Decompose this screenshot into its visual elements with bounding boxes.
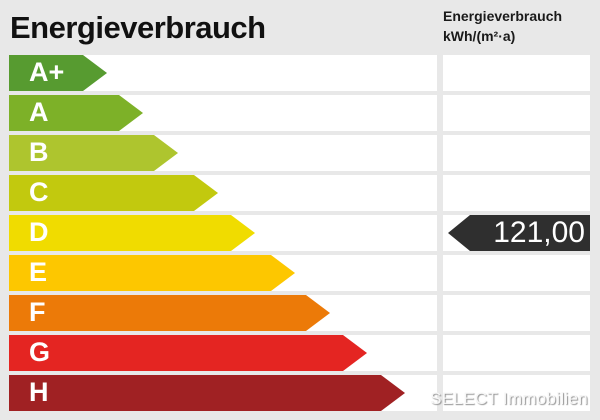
scale-row-c: C: [9, 175, 590, 211]
unit-label-line1: Energieverbrauch: [443, 8, 563, 24]
value-cell-a: [443, 95, 590, 131]
scale-cell-a: A: [9, 95, 437, 131]
scale-cell-e: E: [9, 255, 437, 291]
value-cell-f: [443, 295, 590, 331]
scale-cell-f: F: [9, 295, 437, 331]
rating-bar-e: E: [9, 255, 295, 291]
rating-bar-c: C: [9, 175, 218, 211]
scale-cell-d: D: [9, 215, 437, 251]
scale-row-a-plus: A+: [9, 55, 590, 91]
unit-label: Energieverbrauch kWh/(m²·a): [443, 6, 562, 46]
watermark: SELECT Immobilien: [430, 389, 588, 408]
scale-cell-g: G: [9, 335, 437, 371]
scale-cell-a-plus: A+: [9, 55, 437, 91]
scale-row-h: H SELECT Immobilien: [9, 375, 590, 411]
rating-bar-a: A: [9, 95, 143, 131]
scale-row-a: A: [9, 95, 590, 131]
value-cell-b: [443, 135, 590, 171]
value-cell-e: [443, 255, 590, 291]
scale-row-g: G: [9, 335, 590, 371]
rating-bar-f: F: [9, 295, 330, 331]
energy-scale: A+ A B C D 121,00: [9, 55, 590, 415]
scale-cell-c: C: [9, 175, 437, 211]
value-cell-h: SELECT Immobilien: [430, 375, 590, 411]
scale-row-e: E: [9, 255, 590, 291]
unit-label-line2: kWh/(m²·a): [443, 28, 516, 44]
scale-row-d: D 121,00: [9, 215, 590, 251]
header: Energieverbrauch Energieverbrauch kWh/(m…: [0, 0, 600, 54]
scale-cell-h: H: [9, 375, 437, 411]
scale-row-f: F: [9, 295, 590, 331]
scale-row-b: B: [9, 135, 590, 171]
value-cell-g: [443, 335, 590, 371]
consumption-value-tag: 121,00: [448, 215, 590, 251]
rating-bar-g: G: [9, 335, 367, 371]
chart-title: Energieverbrauch: [10, 10, 266, 45]
value-cell-c: [443, 175, 590, 211]
value-cell-d: 121,00: [443, 215, 590, 251]
rating-bar-a-plus: A+: [9, 55, 107, 91]
rating-bar-h: H: [9, 375, 405, 411]
scale-cell-b: B: [9, 135, 437, 171]
value-cell-a-plus: [443, 55, 590, 91]
rating-bar-d: D: [9, 215, 255, 251]
rating-bar-b: B: [9, 135, 178, 171]
